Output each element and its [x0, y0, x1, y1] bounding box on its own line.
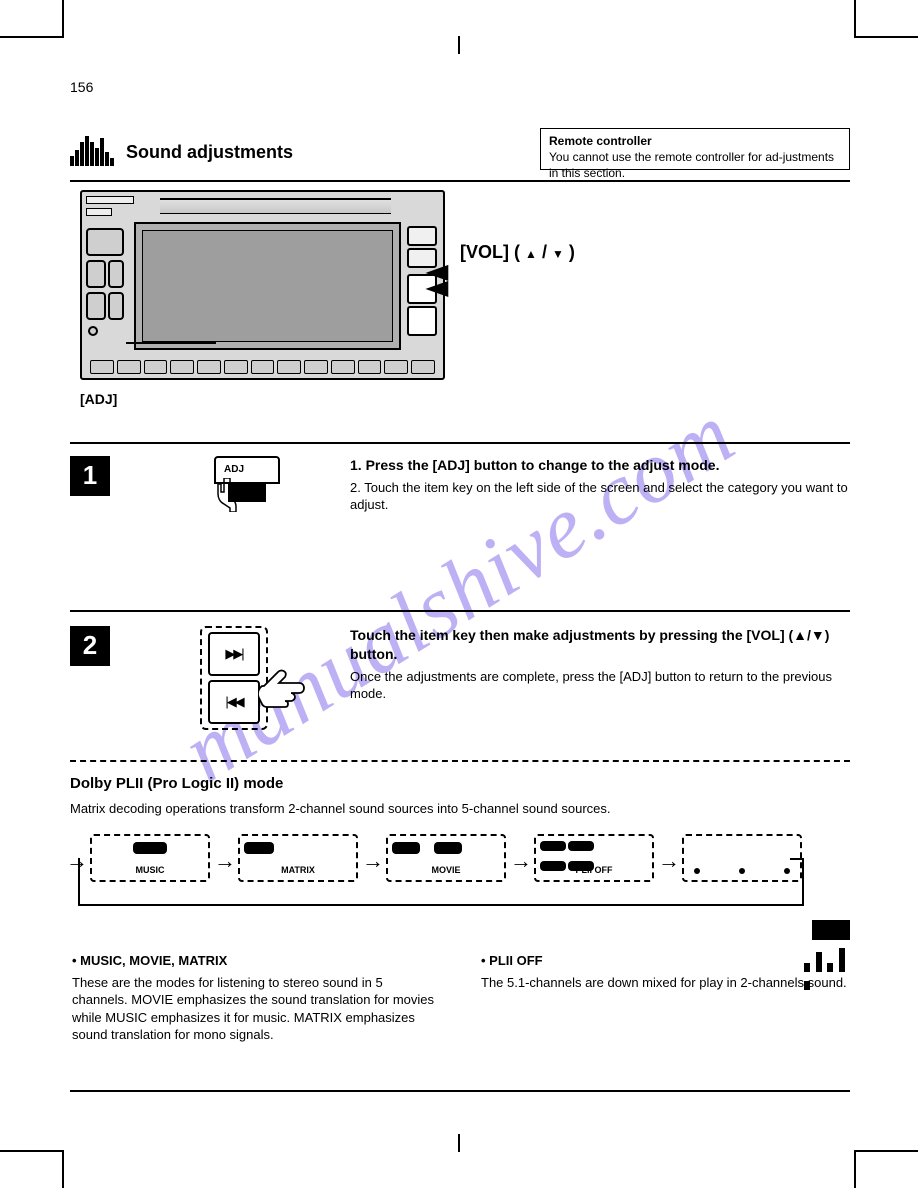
flow-box-pliioff: PLII OFF [534, 834, 654, 882]
section-title: Sound adjustments [126, 140, 293, 164]
hand-press-icon [210, 478, 240, 512]
step-2-title: Touch the item key then make adjustments… [350, 626, 850, 664]
dolby-title: Dolby PLII (Pro Logic II) mode [70, 774, 850, 794]
vol-rocker-icon: ▶▶| |◀◀ [200, 626, 320, 736]
step-2-text: Touch the item key then make adjustments… [350, 626, 850, 703]
step-1-body: 2. Touch the item key on the left side o… [350, 479, 850, 514]
dashed-divider [70, 760, 850, 762]
equalizer-icon [70, 134, 116, 166]
dolby-body: Matrix decoding operations transform 2-c… [70, 800, 850, 818]
crop-mark [0, 1150, 64, 1152]
adj-button-label: [ADJ] [80, 390, 117, 409]
step-1-title: 1. Press the [ADJ] button to change to t… [350, 456, 850, 475]
adj-leader-line [126, 342, 216, 344]
bar-chart-icon [804, 948, 848, 990]
adj-button-icon: ADJ [210, 456, 294, 522]
remote-note-box: Remote controller You cannot use the rem… [540, 128, 850, 170]
dolby-section: Dolby PLII (Pro Logic II) mode Matrix de… [70, 774, 850, 818]
remote-note-title: Remote controller [549, 133, 841, 149]
crop-mark [854, 1150, 918, 1152]
note-bullet: • PLII OFF [481, 952, 848, 970]
flow-label: MUSIC [92, 864, 208, 876]
crop-mark [854, 1150, 856, 1188]
arrow-icon: → [66, 846, 88, 876]
vol-label-text: [VOL] [460, 242, 509, 262]
vol-indicator-arrow: ◀ ◀ [426, 262, 448, 301]
crop-mark [62, 1150, 64, 1188]
flow-box-music: MUSIC [90, 834, 210, 882]
crop-mark [854, 0, 856, 38]
device-bottom-buttons [90, 360, 435, 374]
flow-label: MATRIX [240, 864, 356, 876]
dolby-notes: • MUSIC, MOVIE, MATRIX These are the mod… [70, 950, 850, 1046]
vol-button-label: [VOL] ( ▲ / ▼ ) [460, 240, 820, 264]
flow-return-line [78, 858, 80, 906]
flow-return-line [78, 904, 804, 906]
crop-mark [0, 36, 64, 38]
hand-point-icon [258, 662, 310, 714]
arrow-icon: → [510, 846, 532, 876]
divider [70, 610, 850, 612]
divider [70, 180, 850, 182]
crop-mark-center [458, 36, 460, 54]
arrow-icon: → [214, 846, 236, 876]
tab-marker [812, 920, 850, 940]
note-text: The 5.1-channels are down mixed for play… [481, 974, 848, 992]
device-topleft [86, 196, 146, 220]
device-illustration: ◀ ◀ [80, 190, 445, 380]
step-number: 2 [70, 626, 110, 666]
flow-box-matrix: MATRIX [238, 834, 358, 882]
page-number: 156 [70, 78, 93, 97]
step-number: 1 [70, 456, 110, 496]
note-text: These are the modes for listening to ste… [72, 974, 439, 1044]
flow-return-line [802, 858, 804, 906]
device-screen [134, 222, 401, 350]
step-2: 2 ▶▶| |◀◀ Touch the item key then make a… [70, 626, 850, 756]
step-1-text: 1. Press the [ADJ] button to change to t… [350, 456, 850, 514]
flow-box-empty [682, 834, 802, 882]
remote-note-body: You cannot use the remote controller for… [549, 149, 841, 181]
header-row: Sound adjustments Remote controller You … [70, 128, 850, 176]
dolby-flow-diagram: → MUSIC → MATRIX → MOVIE [70, 834, 850, 924]
step-1: 1 ADJ 1. Press the [ADJ] button to chang… [70, 456, 850, 596]
arrow-icon: → [362, 846, 384, 876]
arrow-icon: → [658, 846, 680, 876]
adj-button-cap-label: ADJ [224, 463, 244, 477]
flow-label: MOVIE [388, 864, 504, 876]
device-left-controls [86, 228, 128, 338]
crop-mark-center [458, 1134, 460, 1152]
divider [70, 442, 850, 444]
device-disc-slot [160, 198, 391, 214]
flow-box-movie: MOVIE [386, 834, 506, 882]
crop-mark [854, 36, 918, 38]
note-bullet: • MUSIC, MOVIE, MATRIX [72, 952, 439, 970]
step-2-body: Once the adjustments are complete, press… [350, 668, 850, 703]
flow-label: PLII OFF [536, 864, 652, 876]
crop-mark [62, 0, 64, 38]
divider [70, 1090, 850, 1092]
